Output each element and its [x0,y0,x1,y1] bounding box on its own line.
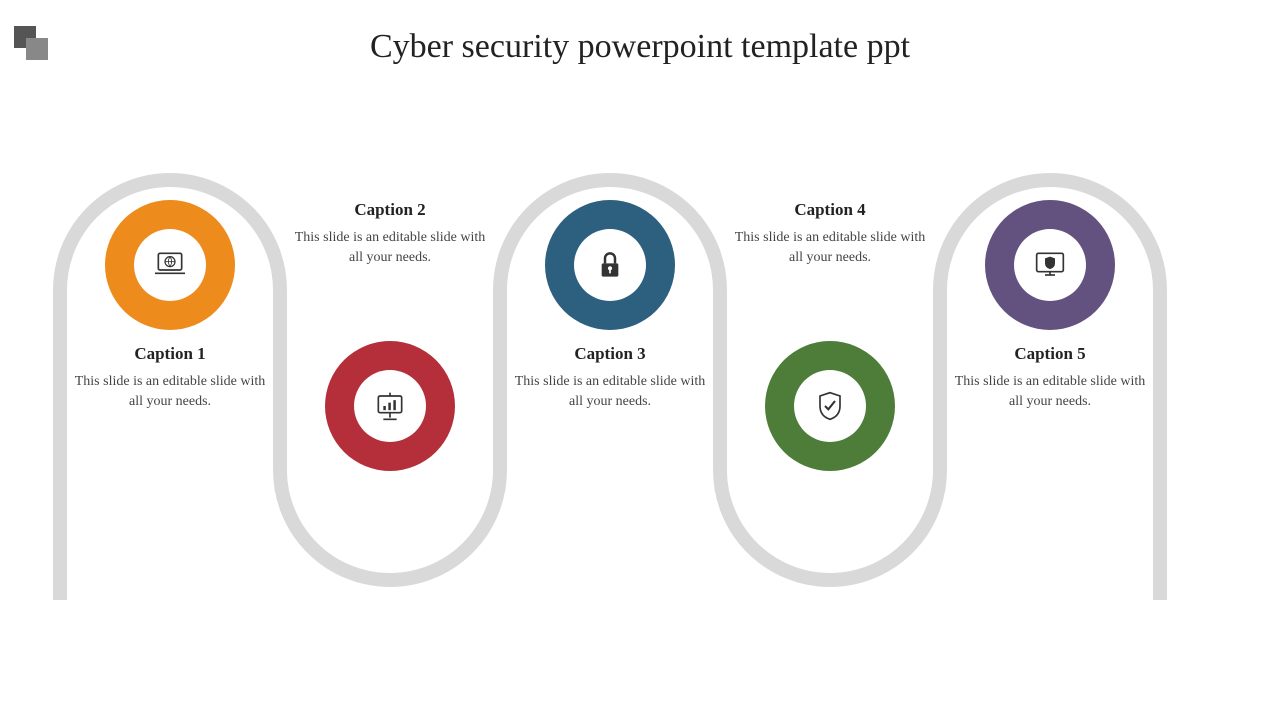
page-title: Cyber security powerpoint template ppt [0,28,1280,66]
caption-2-title: Caption 2 [280,200,500,220]
monitor-security-icon [1030,245,1070,285]
diagram-stage: Caption 1 This slide is an editable slid… [40,160,1240,600]
circle-1 [105,200,235,330]
caption-5-title: Caption 5 [940,344,1160,364]
caption-4-title: Caption 4 [720,200,940,220]
circle-3 [545,200,675,330]
circle-2 [325,341,455,471]
item-2: Caption 2 This slide is an editable slid… [280,200,500,471]
circle-4 [765,341,895,471]
caption-1-title: Caption 1 [60,344,280,364]
item-5: Caption 5 This slide is an editable slid… [940,200,1160,411]
item-1: Caption 1 This slide is an editable slid… [60,200,280,411]
lock-icon [590,245,630,285]
caption-3-title: Caption 3 [500,344,720,364]
caption-5-desc: This slide is an editable slide with all… [940,372,1160,411]
chart-board-icon [370,386,410,426]
caption-1-desc: This slide is an editable slide with all… [60,372,280,411]
caption-2-desc: This slide is an editable slide with all… [280,228,500,267]
shield-check-icon [810,386,850,426]
laptop-globe-icon [150,245,190,285]
caption-4-desc: This slide is an editable slide with all… [720,228,940,267]
caption-3-desc: This slide is an editable slide with all… [500,372,720,411]
item-4: Caption 4 This slide is an editable slid… [720,200,940,471]
circle-5 [985,200,1115,330]
item-3: Caption 3 This slide is an editable slid… [500,200,720,411]
